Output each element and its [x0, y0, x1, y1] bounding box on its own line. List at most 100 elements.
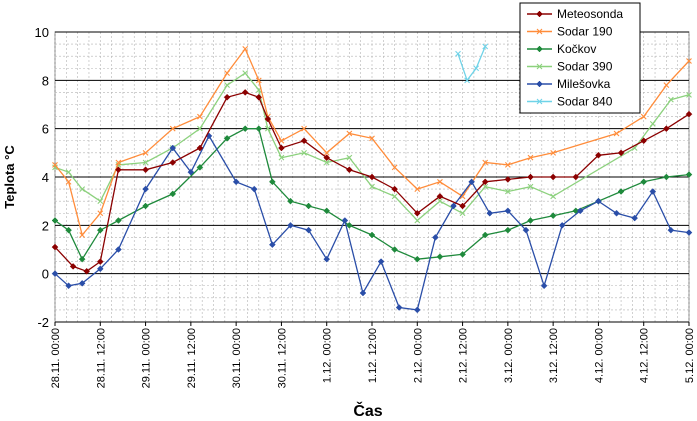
data-point — [223, 134, 231, 142]
x-tick-label: 1.12. 00:00 — [322, 328, 334, 383]
x-tick-label: 5.12. 00:00 — [684, 328, 696, 383]
data-point — [595, 151, 602, 159]
y-tick-label: -2 — [37, 315, 49, 330]
data-point — [142, 149, 149, 156]
data-point — [613, 130, 620, 137]
data-point — [346, 221, 353, 229]
data-point — [368, 231, 376, 239]
data-point — [667, 226, 675, 234]
y-tick-label: 4 — [42, 170, 49, 185]
data-point — [142, 185, 149, 193]
data-point — [504, 226, 512, 234]
data-point — [617, 188, 625, 195]
data-point — [169, 190, 177, 198]
data-point — [301, 125, 307, 132]
y-tick-label: 0 — [42, 267, 49, 282]
data-point — [550, 193, 557, 200]
y-tick-labels: -2 0 2 4 6 8 10 — [35, 25, 49, 330]
legend-label: Meteosonda — [557, 7, 623, 21]
data-point — [377, 258, 385, 265]
data-point — [368, 173, 376, 181]
data-point — [269, 178, 276, 186]
data-point — [78, 279, 86, 287]
data-point — [617, 149, 625, 157]
series-4 — [51, 132, 693, 314]
data-point — [437, 178, 443, 185]
data-point — [346, 130, 353, 137]
data-point — [640, 137, 648, 145]
data-point — [549, 173, 557, 181]
y-tick-label: 10 — [35, 25, 49, 40]
legend-swatch-marker — [536, 10, 543, 18]
data-point — [504, 162, 511, 168]
data-point — [667, 96, 674, 103]
data-point — [287, 221, 294, 229]
data-point — [187, 168, 195, 176]
data-point — [278, 144, 285, 152]
data-point — [341, 217, 349, 224]
data-point — [223, 93, 231, 101]
legend-item: Meteosonda — [527, 7, 623, 21]
x-tick-label: 28.11. 00:00 — [50, 328, 62, 388]
data-point — [481, 231, 489, 239]
data-point — [97, 198, 104, 205]
legend-label: Milešovka — [557, 77, 611, 91]
data-point — [432, 234, 439, 241]
data-point — [96, 265, 104, 273]
data-point — [169, 159, 177, 166]
data-point — [473, 65, 480, 72]
legend-swatch-marker — [536, 63, 543, 70]
data-point — [527, 217, 534, 224]
legend-item: Sodar 390 — [527, 60, 613, 74]
data-point — [549, 212, 557, 220]
data-point — [527, 183, 534, 190]
data-point — [52, 164, 58, 171]
data-point — [51, 243, 59, 251]
data-point — [391, 164, 398, 171]
data-point — [224, 82, 230, 89]
data-point — [663, 125, 670, 133]
data-point — [391, 185, 398, 193]
data-point — [79, 186, 86, 192]
data-point — [65, 226, 72, 234]
data-point — [96, 226, 104, 234]
data-point — [323, 159, 330, 166]
x-tick-label: 2.12. 00:00 — [412, 328, 424, 383]
data-point — [391, 246, 398, 253]
data-point — [685, 229, 693, 236]
data-point — [115, 217, 122, 224]
data-point — [482, 183, 489, 190]
data-point — [51, 217, 59, 224]
series-line — [457, 46, 486, 82]
y-axis-title: Teplota °C — [2, 145, 17, 209]
data-point — [96, 258, 104, 265]
data-point — [395, 304, 403, 311]
data-point — [414, 217, 421, 224]
data-point — [196, 163, 204, 171]
legend-item: Kočkov — [527, 42, 596, 56]
data-point — [241, 125, 249, 133]
series-5 — [455, 43, 489, 84]
series-2 — [51, 125, 693, 263]
x-tick-label: 3.12. 12:00 — [548, 328, 560, 383]
data-point — [414, 186, 421, 192]
data-point — [65, 169, 72, 176]
data-point — [649, 120, 656, 127]
data-point — [450, 202, 457, 210]
data-point — [323, 154, 331, 162]
legend-item: Milešovka — [527, 77, 611, 91]
x-tick-labels: 28.11. 00:00 28.11. 12:00 29.11. 00:00 29.1… — [50, 322, 696, 388]
data-point — [83, 267, 91, 275]
data-point — [346, 154, 353, 161]
data-point — [369, 135, 375, 142]
data-point — [255, 77, 262, 84]
data-point — [640, 178, 648, 186]
data-point — [437, 198, 443, 205]
data-point — [504, 207, 512, 215]
data-point — [413, 255, 421, 263]
legend-label: Sodar 840 — [557, 95, 613, 109]
data-point — [323, 207, 331, 215]
data-point — [640, 113, 647, 120]
data-point — [305, 202, 312, 210]
data-point — [482, 43, 489, 50]
